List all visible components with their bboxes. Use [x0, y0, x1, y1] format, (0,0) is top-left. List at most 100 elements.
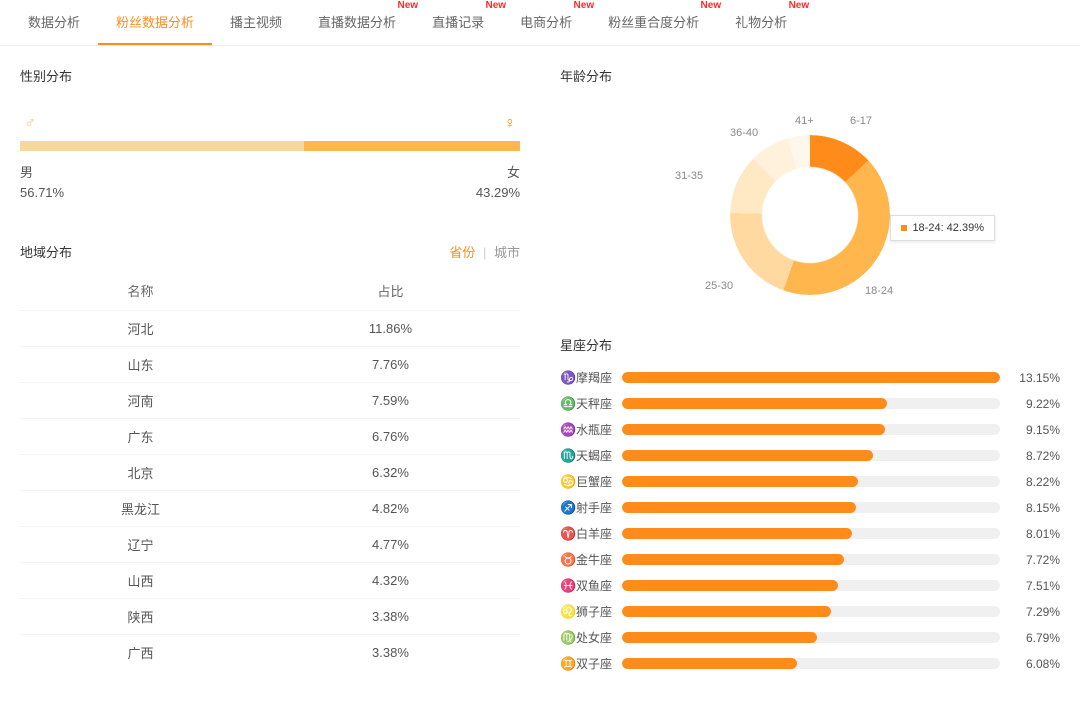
- tab-电商分析[interactable]: 电商分析New: [502, 0, 590, 45]
- cell-name: 河北: [20, 311, 261, 347]
- age-tooltip: 18-24: 42.39%: [890, 215, 995, 241]
- female-pct: 43.29%: [476, 183, 520, 203]
- tab-播主视频[interactable]: 播主视频: [212, 0, 300, 45]
- zodiac-pct: 9.22%: [1010, 397, 1060, 411]
- tooltip-dot-icon: [901, 225, 907, 231]
- gender-bar-female: [304, 141, 520, 151]
- age-label: 31-35: [675, 170, 703, 182]
- zodiac-icon: ♏: [560, 448, 576, 464]
- zodiac-icon: ♓: [560, 578, 576, 594]
- zodiac-name: 双鱼座: [576, 577, 622, 594]
- zodiac-row: ♐射手座8.15%: [560, 499, 1060, 516]
- zodiac-bar: [622, 658, 1000, 669]
- cell-pct: 3.38%: [261, 599, 520, 635]
- zodiac-bar: [622, 372, 1000, 383]
- age-label: 41+: [795, 115, 814, 127]
- cell-name: 山东: [20, 347, 261, 383]
- zodiac-bar: [622, 398, 1000, 409]
- zodiac-icon: ♐: [560, 500, 576, 516]
- table-row: 辽宁4.77%: [20, 527, 520, 563]
- zodiac-row: ♉金牛座7.72%: [560, 551, 1060, 568]
- cell-pct: 11.86%: [261, 311, 520, 347]
- zodiac-row: ♎天秤座9.22%: [560, 395, 1060, 412]
- zodiac-bar: [622, 580, 1000, 591]
- zodiac-icon: ♑: [560, 370, 576, 386]
- age-label: 25-30: [705, 280, 733, 292]
- age-title: 年龄分布: [560, 66, 1060, 85]
- zodiac-name: 狮子座: [576, 603, 622, 620]
- cell-name: 北京: [20, 455, 261, 491]
- zodiac-row: ♓双鱼座7.51%: [560, 577, 1060, 594]
- zodiac-title: 星座分布: [560, 335, 1060, 354]
- zodiac-name: 白羊座: [576, 525, 622, 542]
- zodiac-row: ♊双子座6.08%: [560, 655, 1060, 672]
- cell-name: 河南: [20, 383, 261, 419]
- cell-name: 山西: [20, 563, 261, 599]
- toggle-province[interactable]: 省份: [449, 245, 475, 260]
- table-row: 陕西3.38%: [20, 599, 520, 635]
- zodiac-name: 水瓶座: [576, 421, 622, 438]
- age-donut[interactable]: [730, 135, 890, 295]
- zodiac-pct: 6.08%: [1010, 657, 1060, 671]
- zodiac-icon: ♒: [560, 422, 576, 438]
- table-row: 山西4.32%: [20, 563, 520, 599]
- cell-pct: 6.76%: [261, 419, 520, 455]
- zodiac-pct: 8.01%: [1010, 527, 1060, 541]
- table-row: 河南7.59%: [20, 383, 520, 419]
- toggle-city[interactable]: 城市: [494, 245, 520, 260]
- zodiac-bar: [622, 450, 1000, 461]
- zodiac-bar: [622, 528, 1000, 539]
- male-label: 男 56.71%: [20, 163, 64, 202]
- zodiac-pct: 9.15%: [1010, 423, 1060, 437]
- zodiac-bar: [622, 424, 1000, 435]
- female-text: 女: [476, 163, 520, 183]
- zodiac-pct: 8.72%: [1010, 449, 1060, 463]
- cell-name: 陕西: [20, 599, 261, 635]
- new-badge: New: [789, 0, 810, 11]
- zodiac-icon: ♈: [560, 526, 576, 542]
- zodiac-pct: 13.15%: [1010, 371, 1060, 385]
- zodiac-bar: [622, 606, 1000, 617]
- zodiac-row: ♒水瓶座 9.15%: [560, 421, 1060, 438]
- gender-icons: ♂ ♀: [20, 115, 520, 133]
- male-text: 男: [20, 163, 64, 183]
- age-label: 18-24: [865, 285, 893, 297]
- zodiac-bar: [622, 632, 1000, 643]
- age-donut-wrapper: 6-1718-2425-3031-3536-4041+ 18-24: 42.39…: [685, 115, 935, 315]
- cell-pct: 3.38%: [261, 635, 520, 671]
- tab-粉丝数据分析[interactable]: 粉丝数据分析: [98, 0, 212, 45]
- gender-bar: [20, 141, 520, 151]
- tab-直播记录[interactable]: 直播记录New: [414, 0, 502, 45]
- region-toggle: 省份 | 城市: [449, 242, 520, 261]
- region-table: 名称 占比 河北11.86%山东7.76%河南7.59%广东6.76%北京6.3…: [20, 271, 520, 670]
- zodiac-icon: ♊: [560, 656, 576, 672]
- tab-直播数据分析[interactable]: 直播数据分析New: [300, 0, 414, 45]
- cell-pct: 6.32%: [261, 455, 520, 491]
- table-row: 广东6.76%: [20, 419, 520, 455]
- zodiac-icon: ♌: [560, 604, 576, 620]
- cell-name: 辽宁: [20, 527, 261, 563]
- zodiac-icon: ♉: [560, 552, 576, 568]
- zodiac-row: ♍处女座6.79%: [560, 629, 1060, 646]
- tab-粉丝重合度分析[interactable]: 粉丝重合度分析New: [590, 0, 717, 45]
- zodiac-bar: [622, 502, 1000, 513]
- zodiac-list: ♑摩羯座13.15%♎天秤座9.22%♒水瓶座9.15%♏天蝎座8.72%♋巨蟹…: [560, 369, 1060, 672]
- table-row: 山东7.76%: [20, 347, 520, 383]
- female-icon: ♀: [504, 115, 516, 133]
- zodiac-bar: [622, 554, 1000, 565]
- zodiac-name: 天秤座: [576, 395, 622, 412]
- gender-labels: 男 56.71% 女 43.29%: [20, 163, 520, 202]
- table-row: 北京6.32%: [20, 455, 520, 491]
- zodiac-pct: 7.29%: [1010, 605, 1060, 619]
- content: 性别分布 ♂ ♀ 男 56.71% 女 43.29% 地域分布 省份 | 城市: [0, 46, 1080, 701]
- zodiac-row: ♈白羊座 8.01%: [560, 525, 1060, 542]
- zodiac-row: ♑摩羯座13.15%: [560, 369, 1060, 386]
- tab-数据分析[interactable]: 数据分析: [10, 0, 98, 45]
- zodiac-row: ♏天蝎座8.72%: [560, 447, 1060, 464]
- table-row: 黑龙江4.82%: [20, 491, 520, 527]
- zodiac-name: 巨蟹座: [576, 473, 622, 490]
- cell-pct: 4.32%: [261, 563, 520, 599]
- table-row: 广西3.38%: [20, 635, 520, 671]
- tab-礼物分析[interactable]: 礼物分析New: [717, 0, 805, 45]
- gender-bar-male: [20, 141, 304, 151]
